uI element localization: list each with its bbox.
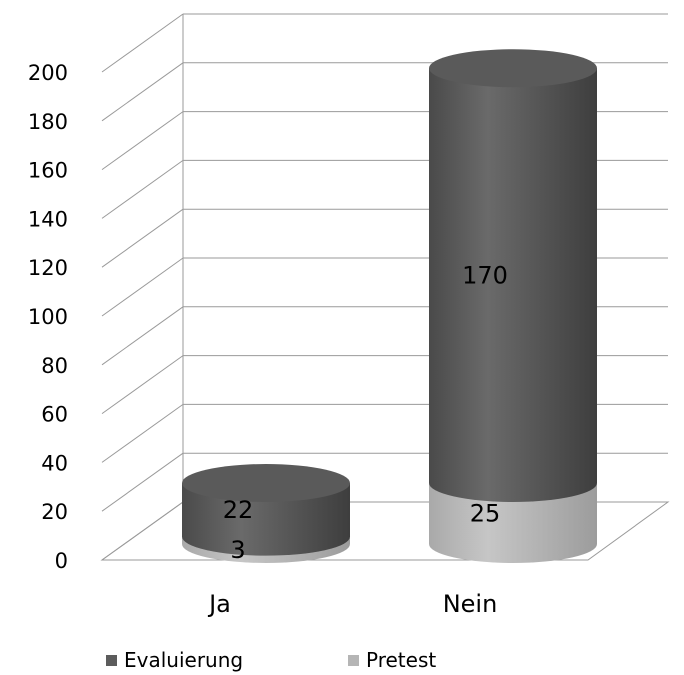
y-tick-label: 180 — [28, 110, 68, 134]
y-tick-label: 160 — [28, 159, 68, 183]
legend-label-pretest: Pretest — [366, 648, 436, 672]
legend: Evaluierung Pretest — [106, 648, 436, 672]
x-axis: Ja Nein — [207, 590, 497, 618]
gridline-side-200 — [101, 13, 184, 73]
gridline-side-20 — [101, 452, 184, 512]
gridline-side-100 — [101, 257, 184, 317]
legend-swatch-pretest — [348, 655, 359, 666]
gridline-side-80 — [101, 306, 184, 366]
floor-plane — [100, 501, 670, 561]
legend-swatch-evaluierung — [106, 655, 117, 666]
gridline-side-180 — [101, 62, 184, 122]
data-label-ja-pretest: 3 — [230, 536, 245, 564]
data-label-nein-evaluierung: 170 — [462, 262, 508, 290]
y-tick-label: 80 — [41, 354, 68, 378]
bar-ja-evaluierung — [182, 483, 350, 556]
gridline-side-140 — [101, 159, 184, 219]
bar-nein-evaluierung — [429, 68, 597, 502]
y-tick-label: 100 — [28, 305, 68, 329]
gridline-side-120 — [101, 208, 184, 268]
y-tick-label: 200 — [28, 61, 68, 85]
x-tick-label: Ja — [207, 590, 231, 618]
y-tick-label: 0 — [55, 549, 68, 573]
gridline-side-60 — [101, 355, 184, 415]
y-tick-label: 20 — [41, 500, 68, 524]
y-tick-label: 40 — [41, 451, 68, 475]
data-label-nein-pretest: 25 — [470, 500, 501, 528]
bar-top-ja-evaluierung — [182, 464, 350, 502]
legend-label-evaluierung: Evaluierung — [124, 648, 243, 672]
gridline-side-160 — [101, 111, 184, 171]
bars — [182, 49, 597, 563]
y-tick-label: 120 — [28, 256, 68, 280]
y-tick-label: 60 — [41, 403, 68, 427]
gridline-side-40 — [101, 403, 184, 463]
bar-top-nein-evaluierung — [429, 49, 597, 88]
x-tick-label: Nein — [443, 590, 498, 618]
bar-nein-pretest — [429, 483, 597, 563]
y-tick-label: 140 — [28, 207, 68, 231]
y-axis: 0 20 40 60 80 100 120 140 160 180 200 — [28, 61, 68, 573]
data-label-ja-evaluierung: 22 — [223, 496, 254, 524]
data-labels: 3 22 25 170 — [223, 262, 508, 564]
